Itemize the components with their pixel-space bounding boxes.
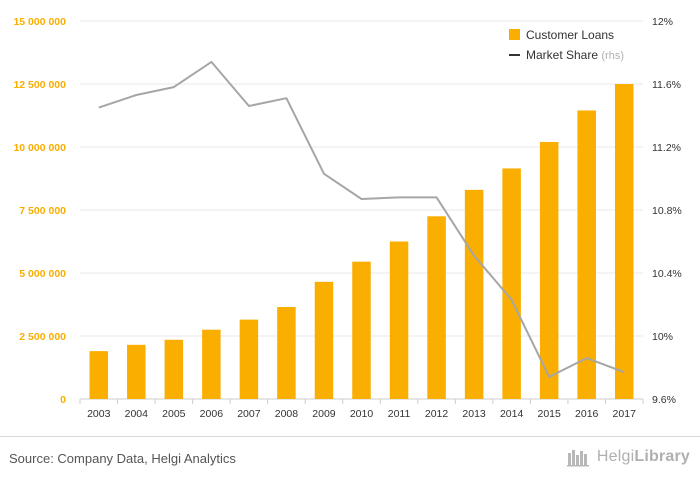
bar-customer-loans — [389, 241, 409, 399]
x-tick-label: 2012 — [425, 408, 449, 420]
y-left-tick-label: 5 000 000 — [19, 268, 66, 280]
brand-name: HelgiLibrary — [597, 448, 690, 466]
bar-customer-loans — [314, 281, 334, 399]
y-left-tick-label: 0 — [60, 394, 66, 406]
y-right-tick-label: 11.2% — [652, 142, 681, 154]
y-left-tick-label: 10 000 000 — [13, 142, 66, 154]
x-tick-label: 2009 — [312, 408, 336, 420]
chart-plot: 0 2 500 000 5 000 000 7 500 000 10 000 000 12… — [13, 16, 682, 420]
y-right-tick-label: 12% — [652, 16, 673, 28]
line-market-share — [98, 60, 625, 378]
library-icon — [566, 450, 589, 467]
bar-customer-loans — [352, 261, 371, 399]
y-left-tick-label: 15 000 000 — [13, 16, 66, 28]
x-tick-label: 2003 — [87, 408, 111, 420]
x-tick-label: 2016 — [575, 408, 599, 420]
x-tick-label: 2004 — [125, 408, 149, 420]
brand-logo[interactable]: HelgiLibrary — [566, 447, 690, 467]
y-right-tick-label: 10.8% — [652, 205, 682, 217]
x-tick-label: 2008 — [275, 408, 299, 420]
bar-customer-loans — [202, 329, 221, 399]
bar-customer-loans — [464, 189, 484, 399]
footer-divider — [0, 436, 700, 437]
x-tick-label: 2015 — [537, 408, 561, 420]
y-right-tick-label: 11.6% — [652, 79, 681, 91]
bar-customer-loans — [427, 216, 446, 399]
bar-customer-loans — [89, 351, 109, 399]
bar-customer-loans — [164, 339, 184, 399]
bar-customer-loans — [502, 168, 521, 399]
x-tick-label: 2011 — [388, 408, 411, 420]
brand-name-light: Helgi — [596, 448, 635, 465]
x-tick-label: 2014 — [500, 408, 524, 420]
y-right-tick-label: 9.6% — [652, 394, 676, 406]
bar-customer-loans — [614, 84, 634, 399]
source-note: Source: Company Data, Helgi Analytics — [9, 451, 236, 466]
legend-label-customer-loans: Customer Loans — [526, 28, 614, 42]
y-left-tick-label: 12 500 000 — [13, 79, 66, 91]
bar-customer-loans — [539, 141, 559, 399]
bar-customer-loans — [577, 110, 596, 400]
y-left-tick-label: 7 500 000 — [19, 205, 66, 217]
y-right-tick-label: 10.4% — [652, 268, 682, 280]
y-left-tick-label: 2 500 000 — [19, 331, 66, 343]
x-tick-label: 2013 — [462, 408, 486, 420]
brand-name-bold: Library — [634, 448, 690, 465]
y-right-tick-label: 10% — [652, 331, 673, 343]
x-tick-label: 2006 — [200, 408, 224, 420]
legend-label-market-share: Market Share (rhs) — [526, 48, 624, 62]
x-tick-label: 2017 — [613, 408, 637, 420]
legend-swatch-customer-loans — [509, 29, 520, 40]
bar-customer-loans — [239, 319, 259, 399]
x-tick-label: 2007 — [237, 408, 261, 420]
x-tick-label: 2005 — [162, 408, 186, 420]
bar-customer-loans — [127, 344, 146, 399]
x-tick-label: 2010 — [350, 408, 374, 420]
bar-customer-loans — [277, 307, 296, 399]
legend-label-rhs-suffix: (rhs) — [601, 50, 624, 62]
